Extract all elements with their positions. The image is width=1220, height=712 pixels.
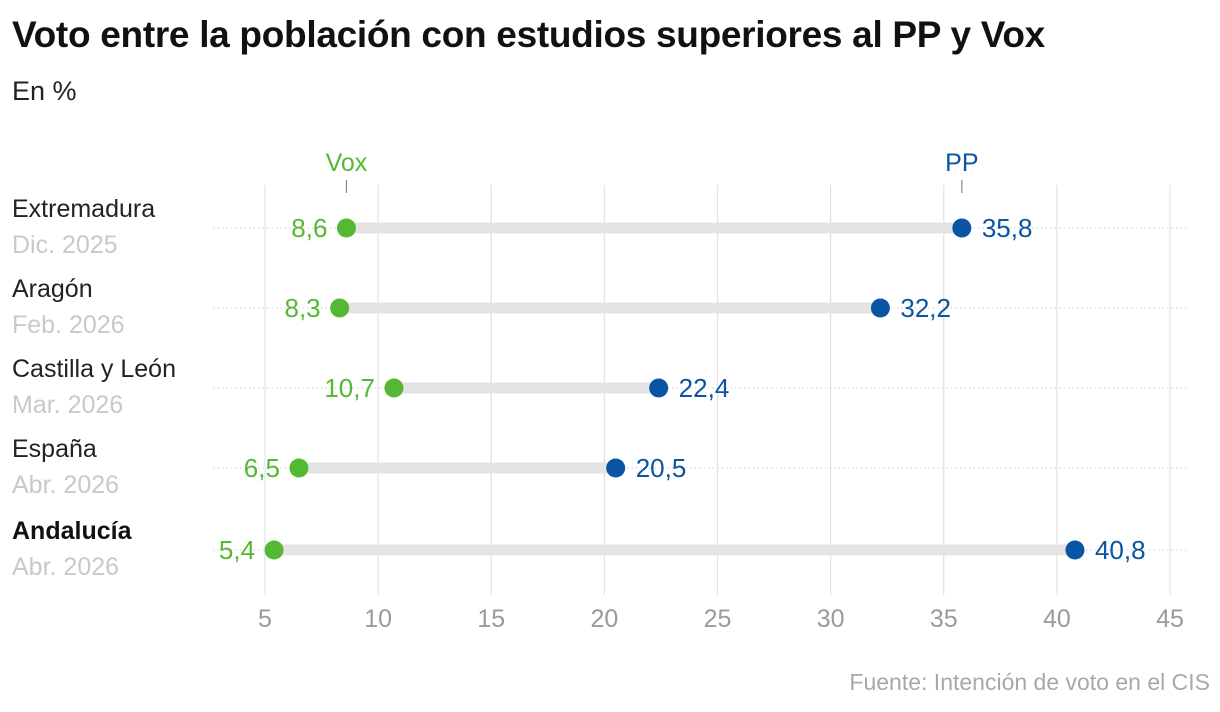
dumbbell-chart: Extremadura Dic. 2025 8,6 35,8 Aragón Feb. 20…: [12, 149, 1188, 633]
vox-value-label: 10,7: [324, 373, 375, 403]
row-date-label: Abr. 2026: [12, 471, 119, 499]
pp-value-label: 35,8: [982, 213, 1033, 243]
vox-dot: [336, 218, 356, 238]
row-region-label: Aragón: [12, 275, 93, 303]
vox-value-label: 5,4: [219, 535, 255, 565]
pp-value-label: 40,8: [1095, 535, 1146, 565]
row-region-label: Extremadura: [12, 195, 155, 223]
vox-series-label: Vox: [326, 149, 368, 177]
row-date-label: Mar. 2026: [12, 391, 123, 419]
vox-dot: [264, 540, 284, 560]
vox-dot: [289, 458, 309, 478]
pp-dot: [952, 218, 972, 238]
chart-rows: Extremadura Dic. 2025 8,6 35,8 Aragón Feb. 20…: [12, 195, 1188, 581]
pp-dot: [649, 378, 669, 398]
vox-dot: [330, 298, 350, 318]
x-tick-label: 40: [1043, 605, 1071, 633]
series-legend: Vox PP: [326, 149, 979, 193]
x-tick-label: 5: [258, 605, 272, 633]
vox-value-label: 8,3: [285, 293, 321, 323]
row-date-label: Dic. 2025: [12, 231, 118, 259]
row-date-label: Feb. 2026: [12, 311, 125, 339]
pp-value-label: 20,5: [636, 453, 687, 483]
x-tick-label: 25: [704, 605, 732, 633]
vox-value-label: 6,5: [244, 453, 280, 483]
x-tick-label: 15: [477, 605, 505, 633]
chart-title: Voto entre la población con estudios sup…: [12, 14, 1045, 55]
source-note: Fuente: Intención de voto en el CIS: [849, 669, 1210, 695]
x-tick-label: 20: [590, 605, 618, 633]
row-region-label: Andalucía: [12, 517, 133, 545]
pp-dot: [606, 458, 626, 478]
x-tick-label: 10: [364, 605, 392, 633]
x-axis: 5 10 15 20 25 30 35 40 45: [258, 605, 1184, 633]
x-tick-label: 30: [817, 605, 845, 633]
chart-subtitle: En %: [12, 76, 77, 106]
vox-dot: [384, 378, 404, 398]
pp-value-label: 32,2: [900, 293, 951, 323]
row-region-label: España: [12, 435, 97, 463]
vox-value-label: 8,6: [291, 213, 327, 243]
pp-dot: [1065, 540, 1085, 560]
pp-series-label: PP: [945, 149, 978, 177]
pp-dot: [870, 298, 890, 318]
row-date-label: Abr. 2026: [12, 553, 119, 581]
row-region-label: Castilla y León: [12, 355, 176, 383]
x-tick-label: 35: [930, 605, 958, 633]
x-tick-label: 45: [1156, 605, 1184, 633]
pp-value-label: 22,4: [679, 373, 730, 403]
